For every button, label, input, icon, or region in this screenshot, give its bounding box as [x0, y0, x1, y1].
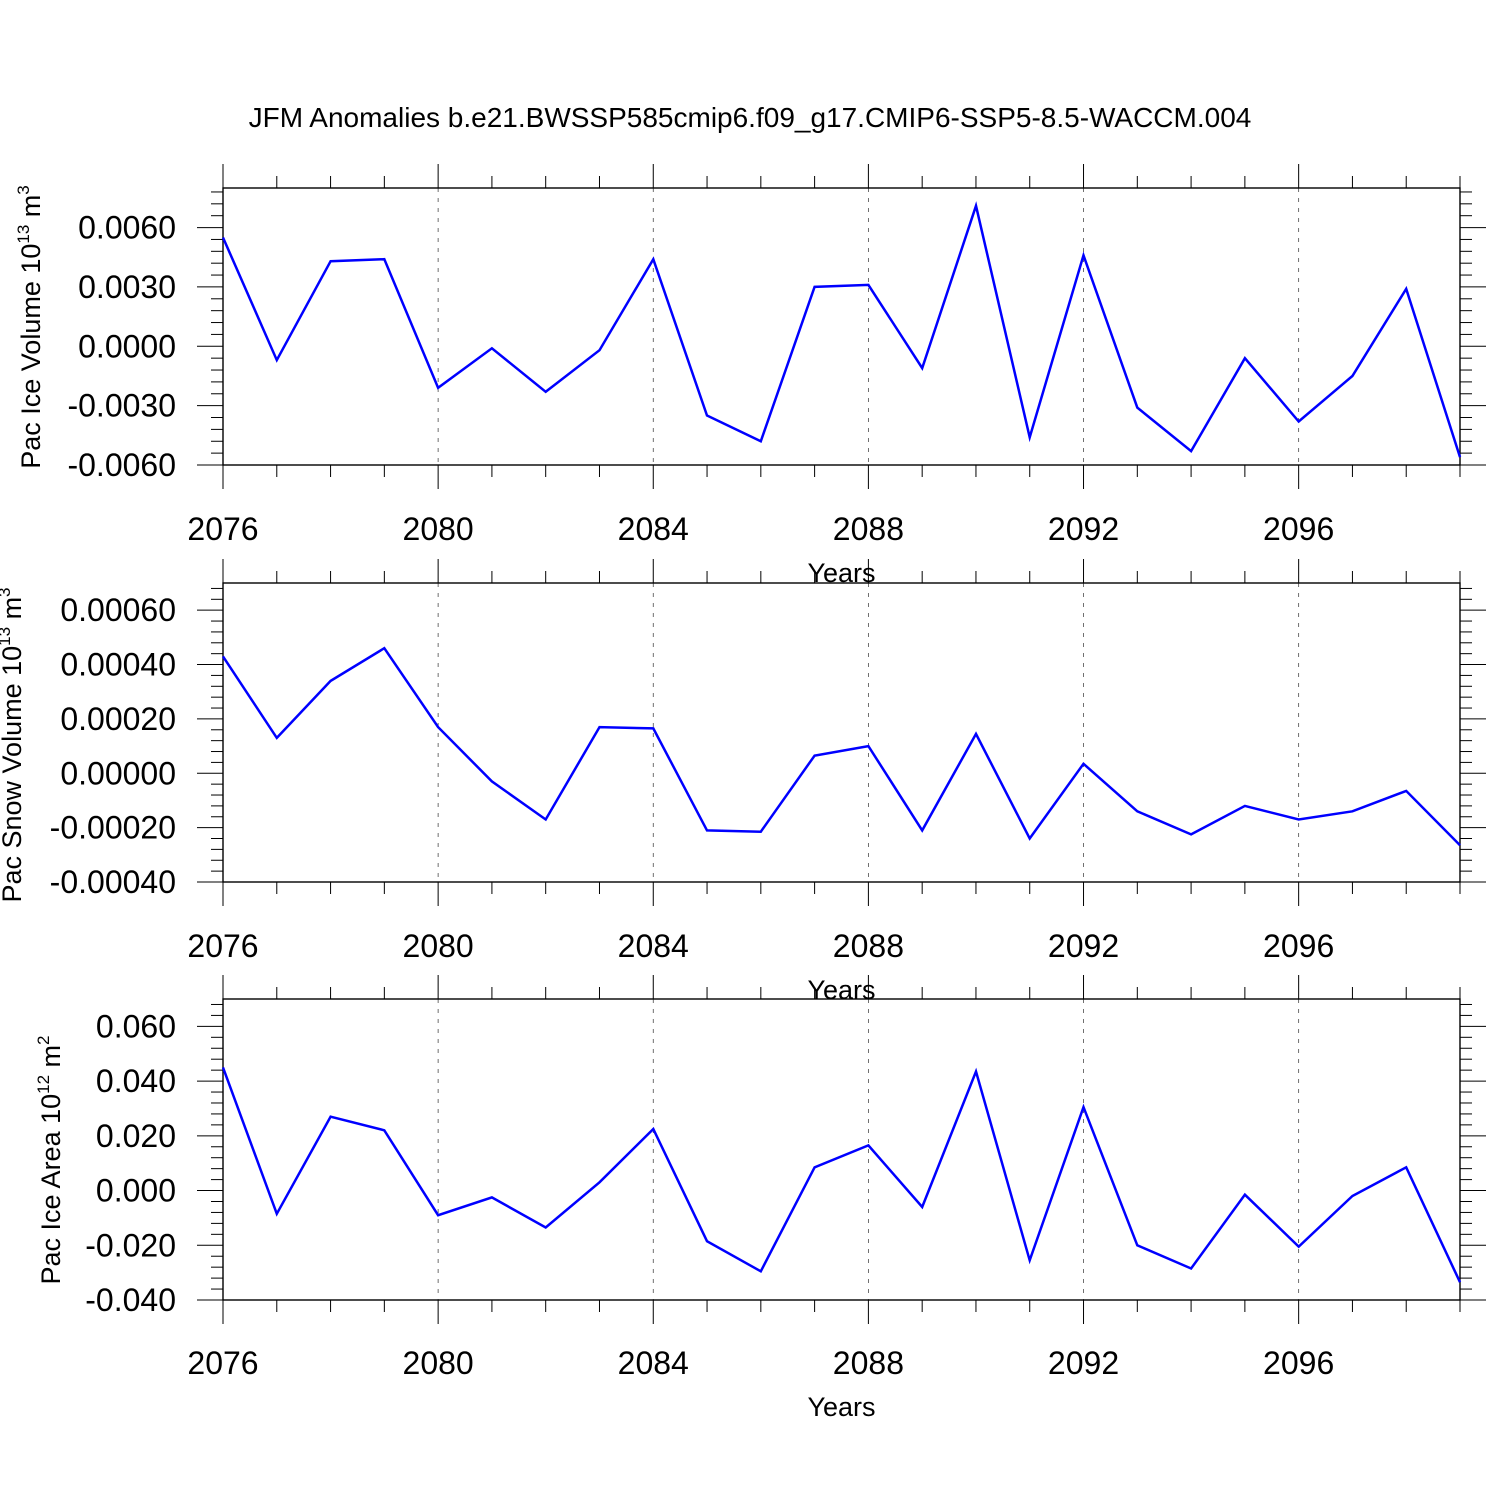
panels: -0.0060 -0.0030 0.0000 0.0030 0.0060 2076 2080… — [0, 164, 1486, 1422]
x-tick-label: 2092 — [1048, 928, 1119, 964]
y-tick-label: 0.0030 — [78, 269, 176, 305]
y-tick-label: -0.0030 — [67, 388, 176, 424]
y-tick-label: -0.00020 — [50, 810, 176, 846]
y-axis-label: Pac Ice Area 1012 m2 — [34, 1035, 66, 1284]
x-axis-label: Years — [807, 1392, 875, 1422]
y-axis-label: Pac Ice Volume 1013 m3 — [14, 185, 46, 469]
series-line — [221, 646, 1461, 847]
plot-frame — [222, 582, 1461, 883]
x-axis-label: Years — [807, 975, 875, 1005]
x-tick-label: 2084 — [618, 1345, 689, 1381]
panel-1: -0.0060 -0.0030 0.0000 0.0030 0.0060 2076 2080… — [14, 164, 1486, 588]
x-tick-label: 2076 — [187, 1345, 258, 1381]
panel-2: -0.00040 -0.00020 0.00000 0.00020 0.00040 0.0… — [0, 559, 1486, 1005]
panel-3: -0.040 -0.020 0.000 0.020 0.040 0.060 2076 2080… — [34, 975, 1486, 1422]
x-tick-label: 2080 — [403, 511, 474, 547]
x-tick-label: 2096 — [1263, 511, 1334, 547]
series-line — [221, 201, 1462, 458]
x-tick-label: 2084 — [618, 928, 689, 964]
y-tick-label: -0.040 — [85, 1282, 176, 1318]
x-tick-label: 2096 — [1263, 928, 1334, 964]
x-tick-label: 2088 — [833, 928, 904, 964]
y-tick-label: 0.060 — [96, 1008, 176, 1044]
plot-frame — [222, 998, 1461, 1301]
y-tick-label: -0.00040 — [50, 864, 176, 900]
series-line — [221, 1066, 1462, 1283]
y-tick-label: 0.00060 — [60, 592, 176, 628]
y-tick-label: 0.00020 — [60, 701, 176, 737]
x-tick-label: 2092 — [1048, 511, 1119, 547]
x-tick-label: 2076 — [187, 511, 258, 547]
x-tick-label: 2088 — [833, 1345, 904, 1381]
x-tick-label: 2088 — [833, 511, 904, 547]
plot-frame — [222, 187, 1461, 466]
x-tick-label: 2076 — [187, 928, 258, 964]
x-tick-label: 2080 — [403, 1345, 474, 1381]
y-tick-label: 0.0060 — [78, 210, 176, 246]
y-tick-label: 0.00040 — [60, 647, 176, 683]
y-tick-label: 0.0000 — [78, 328, 176, 364]
y-tick-label: 0.00000 — [60, 755, 176, 791]
y-tick-label: -0.020 — [85, 1227, 176, 1263]
chart-title: JFM Anomalies b.e21.BWSSP585cmip6.f09_g1… — [249, 102, 1252, 133]
y-tick-label: 0.000 — [96, 1173, 176, 1209]
x-tick-label: 2096 — [1263, 1345, 1334, 1381]
y-axis-label: Pac Snow Volume 1013 m3 — [0, 587, 27, 902]
x-tick-label: 2092 — [1048, 1345, 1119, 1381]
y-tick-label: 0.040 — [96, 1063, 176, 1099]
x-tick-label: 2080 — [403, 928, 474, 964]
y-tick-label: 0.020 — [96, 1118, 176, 1154]
y-tick-label: -0.0060 — [67, 447, 176, 483]
x-tick-label: 2084 — [618, 511, 689, 547]
